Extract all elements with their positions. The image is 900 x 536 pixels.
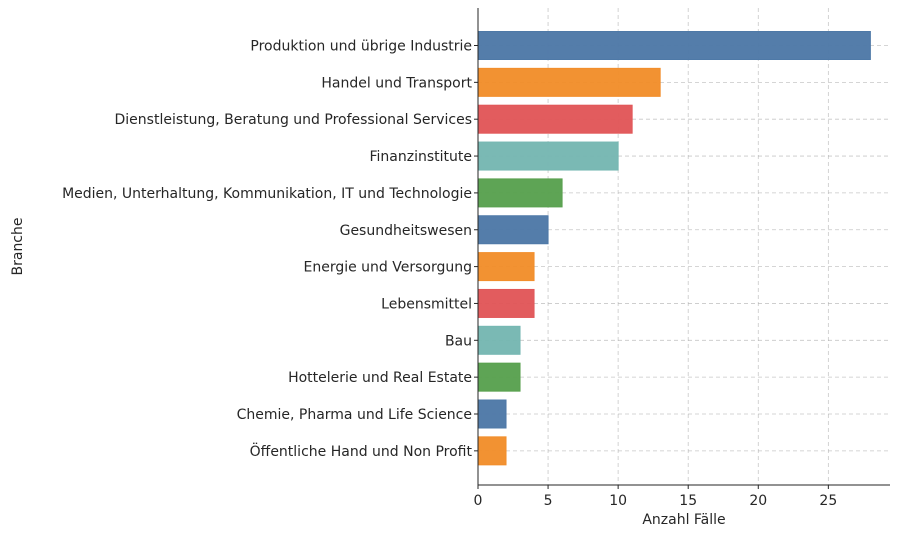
category-label: Finanzinstitute <box>370 149 473 165</box>
x-axis-title: Anzahl Fälle <box>642 512 725 528</box>
x-tick-label: 15 <box>679 493 697 509</box>
x-tick-label: 10 <box>609 493 627 509</box>
category-label: Bau <box>445 333 472 349</box>
axes <box>474 8 890 489</box>
category-label: Produktion und übrige Industrie <box>250 39 472 55</box>
x-tick-label: 5 <box>544 493 553 509</box>
category-label: Handel und Transport <box>321 75 472 91</box>
labels: 0 5 10 15 20 25 Produktion und übrige Industri… <box>62 39 837 510</box>
category-label: Öffentliche Hand und Non Profit <box>250 442 473 460</box>
category-label: Hottelerie und Real Estate <box>288 370 472 386</box>
category-label: Dienstleistung, Beratung und Professiona… <box>115 112 472 128</box>
y-axis-title: Branche <box>10 218 26 276</box>
bar <box>477 141 619 171</box>
bar <box>477 104 633 134</box>
category-label: Chemie, Pharma und Life Science <box>237 407 472 423</box>
category-label: Gesundheitswesen <box>340 223 472 239</box>
bar <box>477 252 535 282</box>
bar <box>477 31 871 60</box>
bar <box>477 436 507 466</box>
bar <box>477 288 535 318</box>
bar <box>477 215 549 245</box>
category-label: Medien, Unterhaltung, Kommunikation, IT … <box>62 186 472 202</box>
category-label: Lebensmittel <box>381 296 472 312</box>
bar <box>477 399 507 429</box>
bars <box>477 31 871 466</box>
bar <box>477 325 521 355</box>
bar <box>477 178 563 208</box>
x-tick-label: 25 <box>819 493 837 509</box>
x-tick-label: 0 <box>474 493 483 509</box>
bar <box>477 362 521 392</box>
category-label: Energie und Versorgung <box>303 260 472 276</box>
x-tick-label: 20 <box>749 493 767 509</box>
bar <box>477 67 661 97</box>
